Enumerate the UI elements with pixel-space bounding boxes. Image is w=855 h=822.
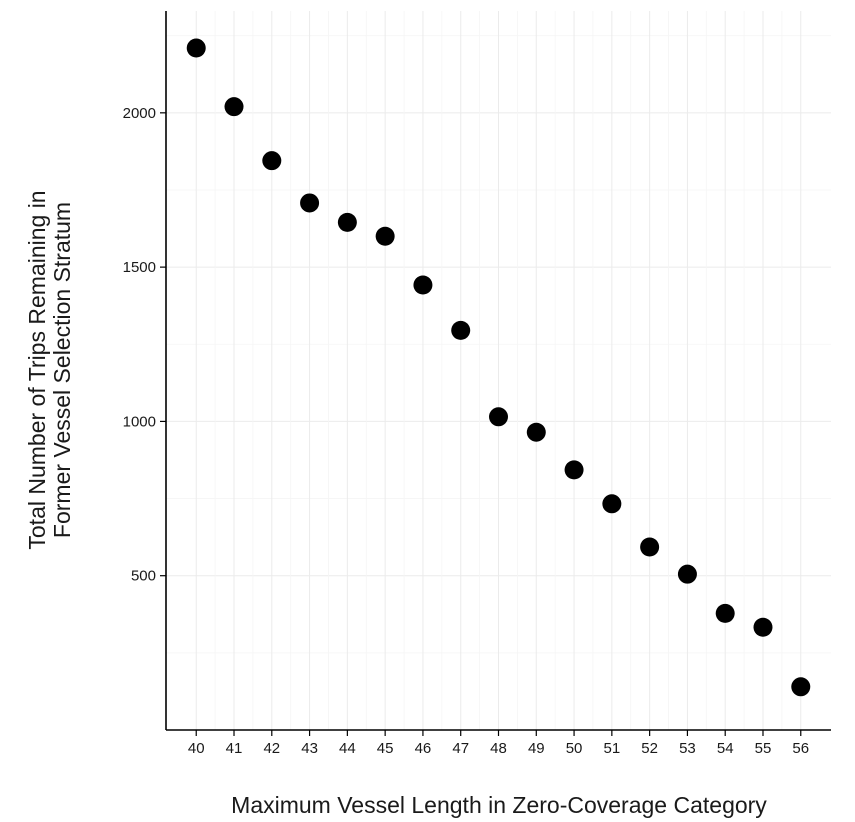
grid <box>166 11 831 730</box>
y-tick-label: 2000 <box>123 105 156 122</box>
data-point <box>602 494 622 514</box>
data-point <box>489 407 508 427</box>
data-point <box>526 422 546 442</box>
data-point <box>715 603 735 623</box>
y-axis-title-line-2: Former Vessel Selection Stratum <box>49 202 75 538</box>
points <box>186 38 811 697</box>
x-tick-label: 54 <box>717 740 734 757</box>
x-tick-label: 41 <box>226 740 243 757</box>
x-tick-label: 40 <box>188 740 205 757</box>
x-tick-label: 49 <box>528 740 545 757</box>
y-tick-label: 500 <box>131 568 156 585</box>
data-point <box>413 275 433 295</box>
x-axis-title: Maximum Vessel Length in Zero-Coverage C… <box>231 792 767 818</box>
x-tick-label: 48 <box>490 740 507 757</box>
data-point <box>640 537 660 557</box>
x-tick-label: 50 <box>566 740 583 757</box>
data-point <box>224 97 244 117</box>
x-tick-label: 53 <box>679 740 696 757</box>
x-tick-label: 46 <box>415 740 432 757</box>
x-tick-label: 55 <box>755 740 772 757</box>
x-tick-label: 45 <box>377 740 394 757</box>
y-tick-label: 1500 <box>123 259 156 276</box>
data-point <box>791 677 811 697</box>
data-point <box>375 226 395 246</box>
x-tick-label: 42 <box>263 740 280 757</box>
x-tick-label: 56 <box>792 740 809 757</box>
data-point <box>753 617 773 637</box>
data-point <box>262 151 282 171</box>
data-point <box>564 460 584 480</box>
x-tick-label: 52 <box>641 740 658 757</box>
y-tick-label: 1000 <box>123 413 156 430</box>
data-point <box>186 38 206 58</box>
x-tick-label: 44 <box>339 740 356 757</box>
x-tick-label: 47 <box>452 740 469 757</box>
data-point <box>677 564 697 584</box>
x-tick-label: 51 <box>604 740 621 757</box>
data-point <box>300 193 320 213</box>
x-tick-label: 43 <box>301 740 318 757</box>
ticks: 500 1000 1500 2000 40 41 42 43 44 45 46 47 48 49 50 51 5… <box>123 105 809 757</box>
data-point <box>451 320 471 340</box>
y-axis-title-line-1: Total Number of Trips Remaining in <box>24 190 50 549</box>
data-point <box>337 212 357 232</box>
y-axis-title: Total Number of Trips Remaining in Forme… <box>24 190 75 549</box>
